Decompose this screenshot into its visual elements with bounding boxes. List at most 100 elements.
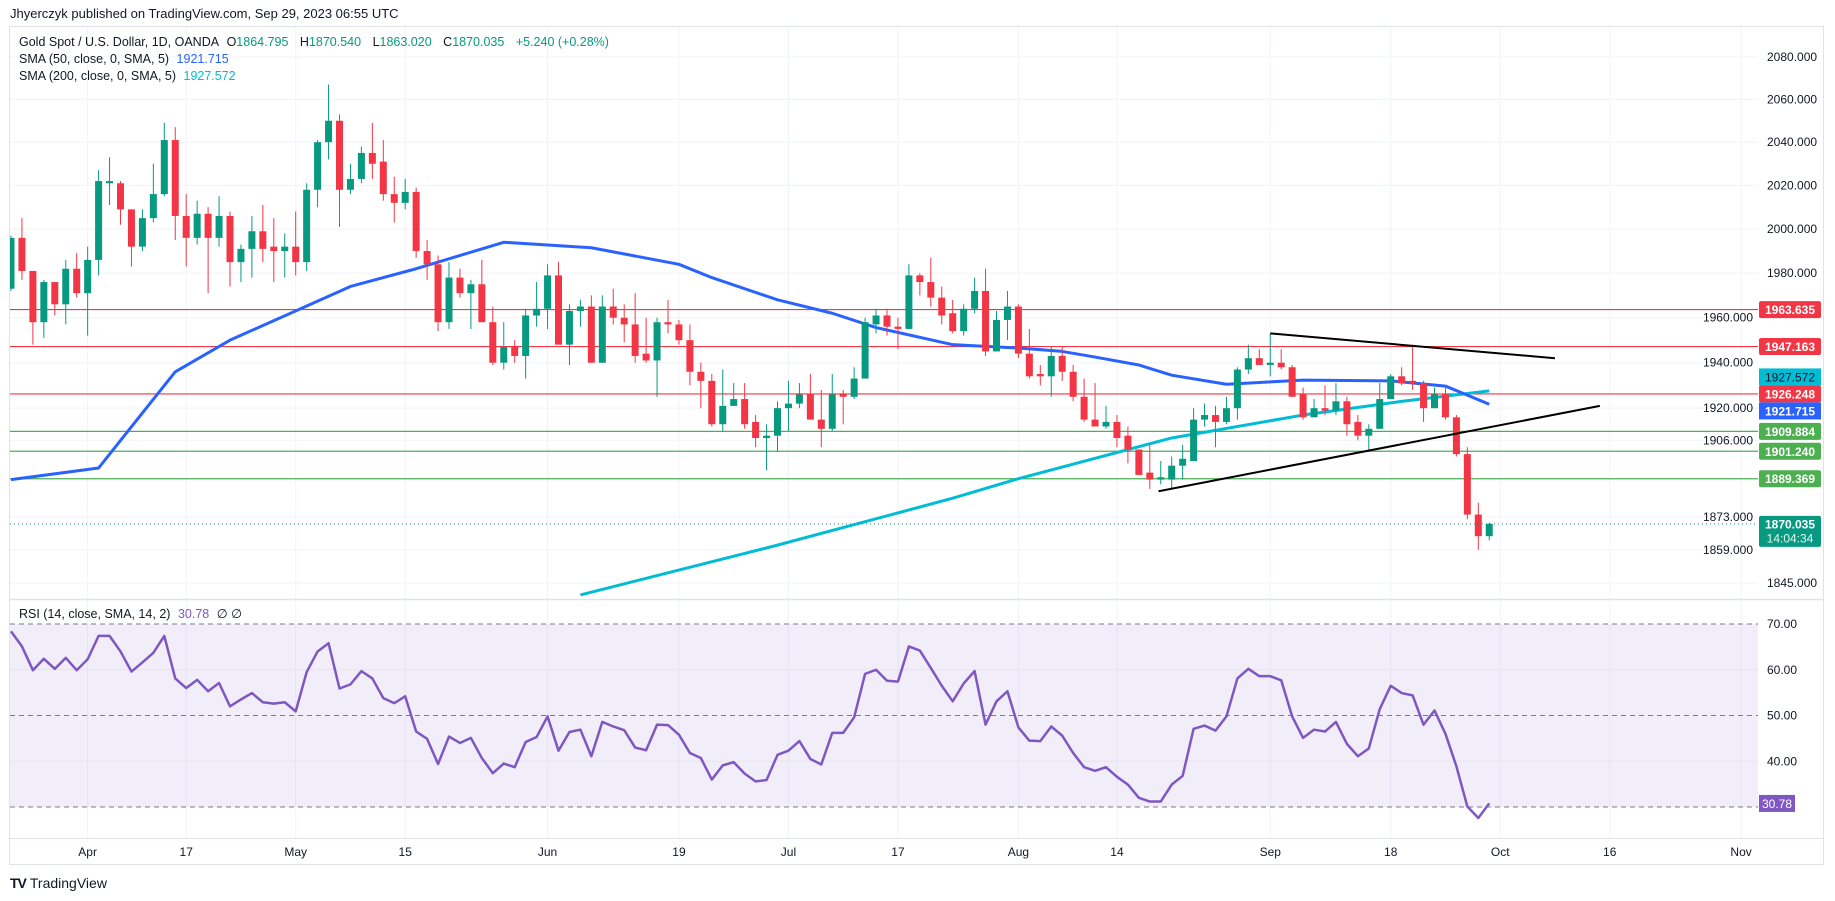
candle-bearish	[1080, 378, 1088, 422]
close-value: 1870.035	[452, 35, 505, 49]
candle-body	[1266, 362, 1274, 365]
sma200-label[interactable]: SMA (200, close, 0, SMA, 5)	[19, 69, 177, 83]
candle-bullish	[719, 369, 727, 432]
candle-bearish	[1025, 328, 1033, 379]
candle-bullish	[281, 233, 289, 278]
candle-body	[927, 282, 935, 298]
candle-body	[1157, 477, 1165, 480]
candle-body	[149, 194, 157, 219]
candle-bullish	[1157, 461, 1165, 485]
candle-bullish	[763, 424, 771, 471]
candle-body	[839, 394, 847, 397]
candle-bullish	[237, 244, 245, 283]
price-axis-label: 2080.000	[1767, 50, 1817, 64]
candle-body	[73, 268, 81, 294]
candle-body	[1080, 396, 1088, 420]
candle-bearish	[1299, 387, 1307, 420]
sma50-badge-label: 1921.715	[1765, 404, 1815, 418]
candle-bullish	[872, 308, 880, 334]
candle-bullish	[784, 380, 792, 432]
candle-body	[817, 419, 825, 429]
candle-body	[1113, 421, 1121, 438]
tradingview-logo[interactable]: TV TradingView	[10, 875, 107, 891]
candle-bullish	[960, 304, 968, 336]
candle-bearish	[1036, 364, 1044, 386]
candle-body	[1310, 408, 1318, 418]
candle-body	[1036, 374, 1044, 377]
candle-body	[357, 152, 365, 179]
candle-body	[741, 399, 749, 425]
candle-body	[29, 270, 37, 323]
candle-body	[281, 246, 289, 252]
candle-body	[1431, 394, 1438, 409]
candle-body	[1014, 306, 1022, 354]
candle-body	[1244, 358, 1252, 370]
candle-body	[1299, 394, 1307, 418]
high-label: H	[299, 35, 309, 49]
candle-bullish	[346, 163, 354, 195]
close-label: C	[443, 35, 453, 49]
sma50-label[interactable]: SMA (50, close, 0, SMA, 5)	[19, 52, 170, 66]
sma200-legend[interactable]: SMA (200, close, 0, SMA, 5) 1927.572	[19, 69, 240, 83]
candle-bearish	[1463, 447, 1471, 520]
candle-body	[1288, 367, 1296, 397]
candle-bullish	[40, 279, 48, 338]
candle-bullish	[215, 196, 223, 247]
candle-body	[631, 324, 639, 356]
candle-bullish	[774, 401, 781, 452]
candle-bearish	[555, 262, 562, 345]
candle-bearish	[29, 270, 37, 345]
candle-body	[467, 284, 475, 294]
rsi-axis-label: 70.00	[1767, 617, 1797, 631]
candle-bearish	[1014, 304, 1022, 359]
sma50-badge	[1759, 402, 1821, 420]
candle-bullish	[905, 264, 913, 329]
sma50-legend[interactable]: SMA (50, close, 0, SMA, 5) 1921.715	[19, 52, 233, 66]
candle-body	[620, 317, 628, 325]
price-axis-label: 1859.000	[1703, 543, 1753, 557]
chart-frame	[9, 26, 1824, 865]
candle-bullish	[1233, 367, 1241, 420]
candle-body	[861, 322, 869, 379]
candle-bearish	[806, 374, 814, 420]
candle-bearish	[1321, 385, 1329, 416]
symbol-name[interactable]: Gold Spot / U.S. Dollar, 1D, OANDA	[19, 35, 220, 49]
candle-bearish	[1058, 346, 1066, 381]
sma200-value: 1927.572	[183, 69, 236, 83]
candle-bearish	[456, 268, 464, 298]
candle-body	[653, 322, 661, 361]
candle-bearish	[1124, 426, 1132, 464]
candle-bearish	[336, 114, 343, 227]
candle-body	[576, 306, 584, 312]
candle-bullish	[401, 178, 409, 210]
resistance-level-label: 1963.635	[1765, 303, 1815, 317]
candle-bullish	[533, 282, 541, 327]
candle-bearish	[379, 140, 387, 201]
candle-bearish	[1069, 364, 1077, 402]
resistance-level-badge	[1759, 385, 1821, 403]
candle-body	[708, 380, 716, 425]
price-axis-label: 2020.000	[1767, 178, 1817, 192]
candle-bullish	[1376, 383, 1384, 429]
candle-body	[1463, 454, 1471, 515]
support-level-badge	[1759, 422, 1821, 440]
rsi-label[interactable]: RSI (14, close, SMA, 14, 2)	[19, 607, 171, 621]
candle-bullish	[62, 259, 70, 325]
candle-body	[1452, 417, 1460, 455]
candle-body	[95, 181, 103, 260]
candle-body	[598, 306, 606, 363]
candle-bearish	[292, 211, 300, 276]
symbol-legend[interactable]: Gold Spot / U.S. Dollar, 1D, OANDA O1864…	[19, 35, 613, 49]
candle-body	[1321, 408, 1329, 411]
candle-bearish	[51, 282, 59, 316]
axis-price-labels: 1963.635 1947.163 1926.248 1909.884 1901.240…	[1759, 301, 1821, 812]
change-value: +5.240 (+0.28%)	[515, 35, 609, 49]
rsi-legend[interactable]: RSI (14, close, SMA, 14, 2) 30.78 ∅ ∅	[19, 606, 246, 621]
candle-body	[1277, 362, 1285, 368]
candle-body	[565, 311, 573, 345]
candle-body	[522, 315, 530, 356]
candle-body	[478, 284, 486, 323]
candle-body	[1069, 371, 1077, 397]
candle-bullish	[1179, 444, 1187, 480]
